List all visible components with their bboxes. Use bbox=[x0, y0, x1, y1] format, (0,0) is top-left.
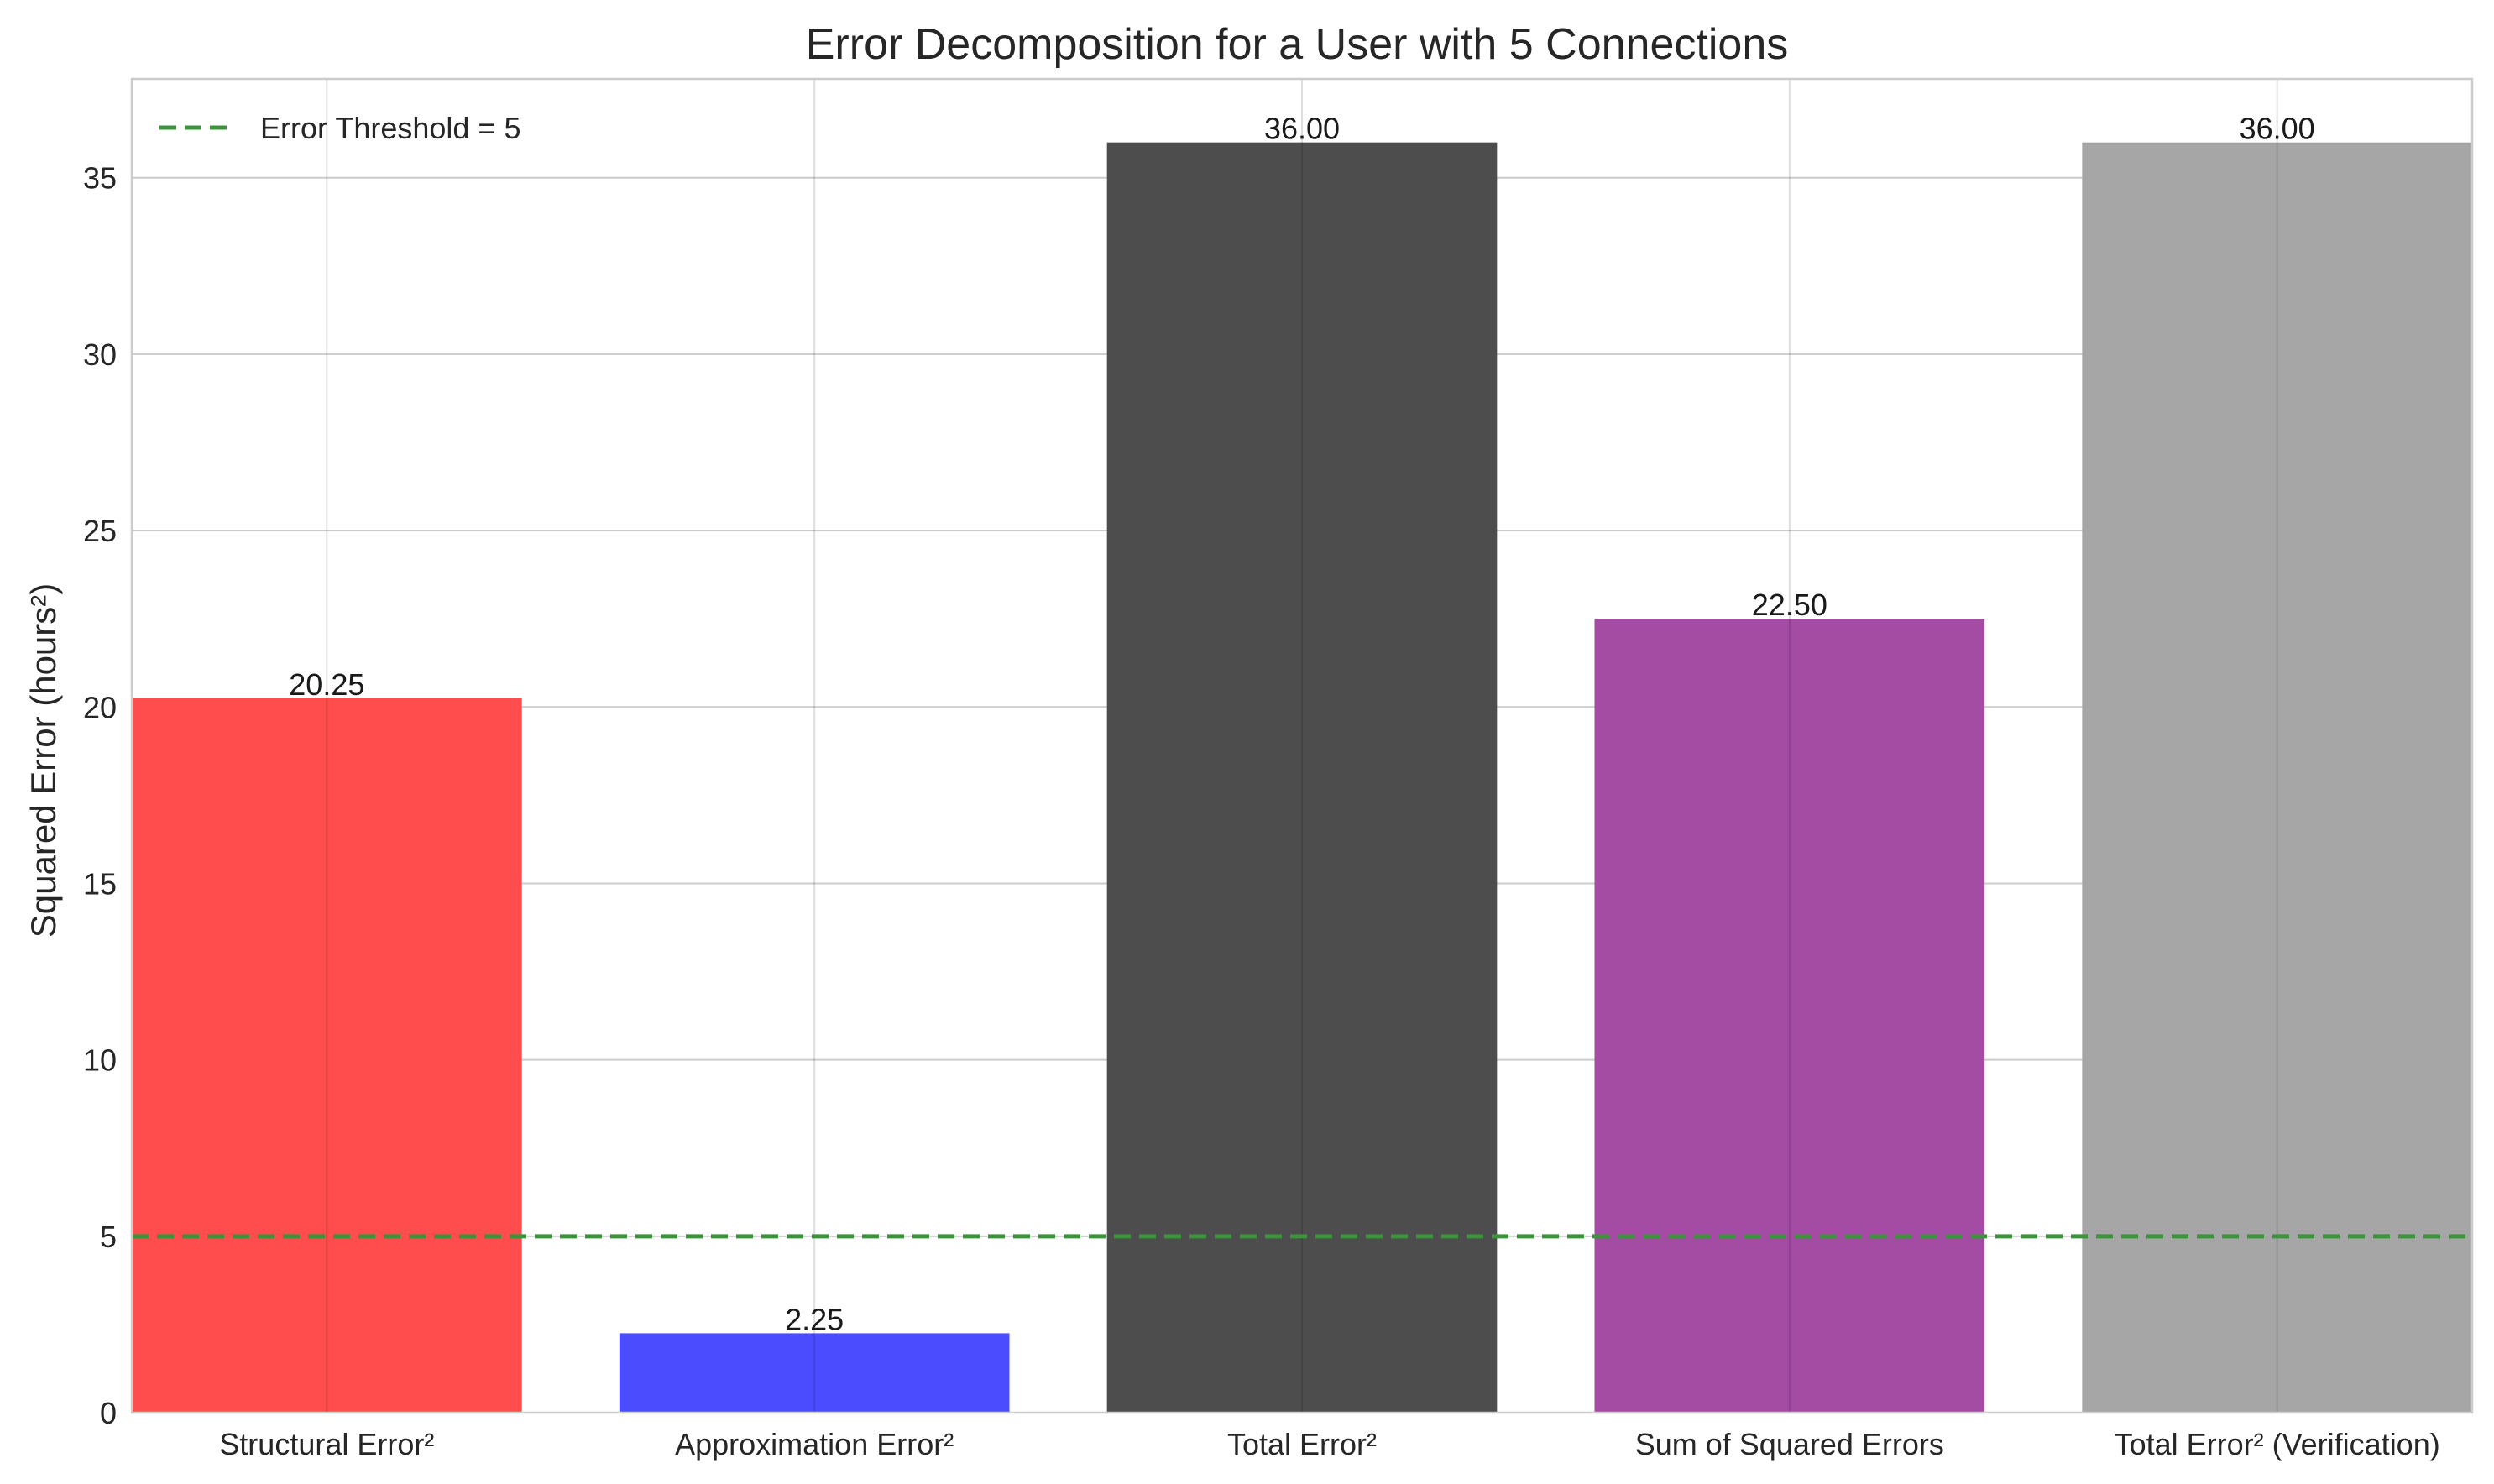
x-tick-label: Sum of Squared Errors bbox=[1635, 1427, 1944, 1461]
x-tick-label: Total Error² (Verification) bbox=[2115, 1427, 2440, 1461]
vertical-grid-lines bbox=[326, 79, 2278, 1413]
legend-threshold-label: Error Threshold = 5 bbox=[260, 111, 520, 145]
bar-value-labels: 20.25 2.25 36.00 22.50 36.00 bbox=[289, 112, 2314, 1337]
bar-0 bbox=[132, 698, 522, 1413]
bar-value-label: 22.50 bbox=[1752, 588, 1827, 622]
y-tick-label: 15 bbox=[83, 866, 117, 901]
y-tick-label: 35 bbox=[83, 161, 117, 196]
legend: Error Threshold = 5 bbox=[159, 111, 520, 145]
y-tick-label: 20 bbox=[83, 690, 117, 724]
y-tick-label: 5 bbox=[100, 1220, 117, 1254]
y-tick-label: 30 bbox=[83, 337, 117, 372]
y-tick-label: 25 bbox=[83, 514, 117, 548]
chart-title: Error Decomposition for a User with 5 Co… bbox=[806, 20, 1788, 69]
plot-frame bbox=[130, 77, 2474, 1414]
bar-2 bbox=[1106, 142, 1498, 1413]
x-tick-label: Approximation Error² bbox=[675, 1427, 954, 1461]
bar-value-label: 36.00 bbox=[1264, 112, 1340, 146]
bars bbox=[132, 142, 2472, 1413]
bar-3 bbox=[1594, 619, 1985, 1413]
bar-value-label: 36.00 bbox=[2240, 112, 2315, 146]
bar-value-label: 2.25 bbox=[785, 1302, 844, 1336]
bar-1 bbox=[619, 1333, 1010, 1413]
bar-4 bbox=[2082, 142, 2472, 1413]
y-tick-label: 10 bbox=[83, 1043, 117, 1078]
x-tick-label: Structural Error² bbox=[219, 1427, 434, 1461]
x-tick-label: Total Error² bbox=[1227, 1427, 1377, 1461]
tick-labels: 0 5 10 15 20 25 30 35 Structural Error² Approxima… bbox=[83, 161, 2440, 1461]
bar-value-label: 20.25 bbox=[289, 667, 364, 702]
y-tick-label: 0 bbox=[100, 1396, 117, 1430]
plot-border bbox=[130, 77, 2474, 1414]
y-axis-label: Squared Error (hours²) bbox=[24, 583, 63, 938]
